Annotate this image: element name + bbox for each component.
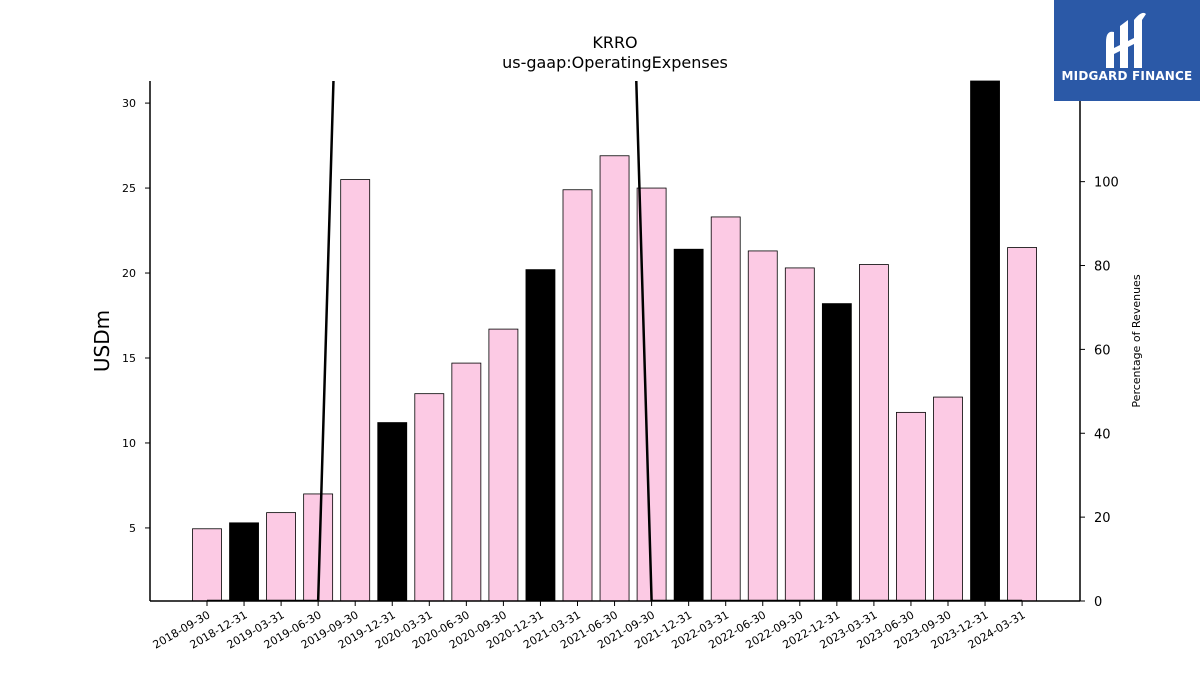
y-right-tick-label: 100 [1094, 176, 1119, 191]
y-right-tick-label: 20 [1094, 511, 1111, 526]
bar [784, 267, 815, 602]
bar [451, 362, 482, 602]
bar [266, 512, 297, 602]
bar [525, 269, 556, 602]
y-right-tick-label: 60 [1094, 343, 1111, 358]
y-tick-label: 15 [122, 352, 136, 365]
bar [414, 393, 445, 602]
bar [673, 248, 704, 602]
bar [192, 528, 222, 602]
bar [747, 250, 778, 602]
bar [599, 155, 630, 602]
bar [562, 189, 593, 602]
y-axis-label: USDm [90, 310, 114, 372]
y-right-tick-label: 0 [1094, 595, 1102, 610]
y-tick-label: 10 [122, 437, 136, 450]
y-tick-label: 25 [122, 182, 136, 195]
bar [488, 328, 519, 602]
y-tick-label: 30 [122, 97, 136, 110]
y-right-tick-label: 40 [1094, 427, 1111, 442]
bar [1007, 247, 1037, 602]
bar [340, 179, 371, 602]
bar [377, 422, 408, 602]
bar [970, 80, 1000, 602]
bar [859, 264, 889, 602]
y-tick-label: 5 [129, 522, 136, 535]
midgard-finance-logo: MIDGARD FINANCE [1054, 0, 1200, 101]
logo-mark-icon [1106, 12, 1146, 68]
bar [710, 216, 741, 602]
bar [933, 396, 963, 602]
chart-subtitle: us-gaap:OperatingExpenses [502, 53, 728, 72]
logo-text: MIDGARD FINANCE [1061, 69, 1193, 83]
y-right-tick-label: 80 [1094, 260, 1111, 275]
bar [896, 411, 926, 602]
bar [821, 303, 852, 602]
bar [229, 522, 259, 602]
y-tick-label: 20 [122, 267, 136, 280]
y-axis-right-label: Percentage of Revenues [1130, 274, 1143, 407]
chart-title: KRRO [592, 33, 637, 52]
